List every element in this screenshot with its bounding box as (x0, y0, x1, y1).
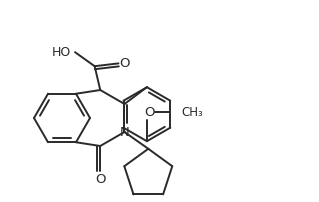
Text: CH₃: CH₃ (182, 106, 203, 119)
Text: HO: HO (52, 46, 71, 59)
Text: O: O (145, 106, 155, 119)
Text: O: O (95, 173, 106, 186)
Text: O: O (119, 57, 130, 70)
Text: N: N (120, 125, 130, 139)
